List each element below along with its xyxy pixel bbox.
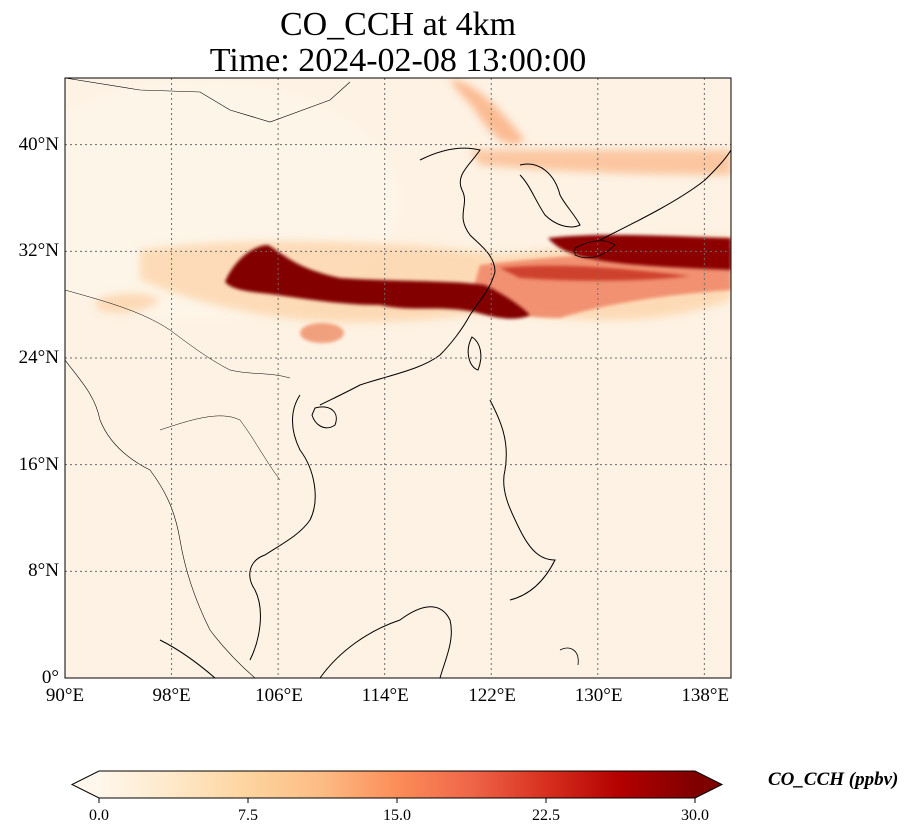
x-tick-label: 90°E	[45, 685, 85, 706]
borneo-coast	[319, 606, 452, 678]
colorbar-tick-label: 15.0	[383, 807, 411, 824]
colorbar-tick-label: 7.5	[238, 807, 258, 824]
sichuan-plume	[300, 323, 344, 343]
map-title-line1: CO_CCH at 4km	[279, 6, 517, 43]
map-title-line2: Time: 2024-02-08 13:00:00	[209, 42, 587, 79]
colorbar-extend-max	[695, 771, 722, 798]
x-tick-label: 106°E	[255, 685, 303, 706]
y-tick-label: 16°N	[18, 453, 59, 475]
myanmar-thailand-coast	[65, 359, 256, 678]
concentration-field	[65, 78, 731, 343]
northwest-plume	[95, 293, 160, 313]
colorbar-body	[99, 771, 695, 798]
x-tick-label: 122°E	[468, 685, 516, 706]
coastlines	[65, 78, 731, 678]
y-tick-label: 32°N	[18, 240, 59, 262]
x-tick-label: 114°E	[361, 685, 409, 706]
colorbar-tick-label: 22.5	[532, 807, 560, 824]
x-tick-label: 130°E	[574, 685, 623, 706]
korea-coast	[519, 163, 581, 228]
kyushu-coast	[574, 240, 616, 259]
colorbar-ticks	[98, 798, 696, 803]
striated-band	[500, 265, 690, 281]
y-tick-label: 40°N	[18, 133, 59, 155]
taiwan-coast	[467, 336, 482, 371]
inland-border-2	[159, 415, 281, 481]
philippines-coast	[489, 399, 556, 601]
sulawesi-coast	[559, 647, 579, 666]
inland-border-1	[65, 289, 291, 379]
sumatra-coast	[159, 639, 216, 678]
colorbar-extend-min	[72, 771, 99, 798]
y-tick-label: 24°N	[18, 347, 59, 368]
northeast-china-plume	[450, 78, 525, 144]
colorbar-tick-label: 30.0	[681, 807, 709, 824]
indochina-coast	[249, 394, 316, 661]
gridlines	[65, 78, 731, 678]
colorbar	[70, 770, 724, 803]
y-tick-label: 8°N	[28, 560, 59, 582]
china-coast	[319, 147, 496, 406]
y-tick-label: 0°	[41, 667, 59, 688]
southern-japan-plume	[548, 234, 731, 270]
map-frame	[64, 77, 732, 679]
north-border	[65, 78, 351, 123]
hainan-coast	[311, 406, 337, 429]
colorbar-tick-label: 0.0	[89, 807, 109, 824]
japan-coast	[599, 149, 731, 241]
east-china-core-plume	[225, 245, 530, 319]
colorbar-label: CO_CCH (ppbv)	[768, 769, 899, 790]
x-tick-label: 138°E	[681, 685, 730, 706]
x-tick-label: 98°E	[152, 685, 191, 706]
korea-sea-plume	[470, 150, 731, 175]
